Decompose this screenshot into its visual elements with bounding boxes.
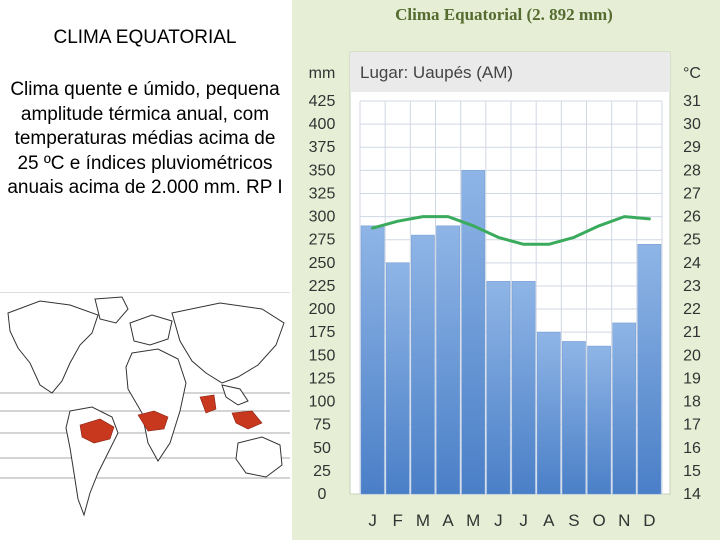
- y-tick-label: 275: [309, 232, 336, 249]
- map-southeast-asia: [221, 384, 249, 406]
- precipitation-bar: [411, 234, 435, 495]
- y2-tick-label: 19: [683, 370, 701, 387]
- x-tick-label: S: [568, 511, 579, 530]
- y2-tick-label: 29: [683, 139, 701, 156]
- temperature-line: [371, 215, 651, 246]
- map-asia: [171, 302, 285, 384]
- precipitation-bar: [536, 331, 561, 495]
- climate-chart: Clima Equatorial (2. 892 mm) Lugar: Uaup…: [309, 5, 701, 530]
- precipitation-bar: [612, 322, 637, 495]
- y2-tick-label: 16: [683, 440, 701, 457]
- y2-tick-label: 14: [683, 486, 701, 503]
- y-tick-label: 125: [309, 370, 336, 387]
- y2-tick-label: 15: [683, 463, 701, 480]
- map-australia: [235, 436, 283, 478]
- y2-tick-label: 22: [683, 301, 701, 318]
- precipitation-bar: [436, 225, 460, 495]
- y2-tick-label: 17: [683, 417, 701, 434]
- y2-tick-label: 23: [683, 278, 701, 295]
- y2-tick-label: 21: [683, 324, 701, 341]
- climate-chart-panel: Clima Equatorial (2. 892 mm) Lugar: Uaup…: [292, 0, 720, 540]
- y-tick-label: 150: [309, 347, 336, 364]
- x-tick-label: D: [643, 511, 655, 530]
- subtitle-band: [350, 52, 670, 92]
- precipitation-bar: [511, 281, 536, 495]
- precipitation-bar: [562, 341, 586, 495]
- y2-tick-label: 24: [683, 255, 701, 272]
- slide-title: CLIMA EQUATORIAL: [53, 27, 237, 48]
- x-tick-label: N: [618, 511, 630, 530]
- y2-tick-label: 27: [683, 185, 701, 202]
- precipitation-bar: [360, 225, 385, 495]
- x-tick-label: F: [393, 511, 403, 530]
- y-tick-label: 25: [313, 463, 331, 480]
- x-tick-label: O: [592, 511, 605, 530]
- y-tick-label: 375: [309, 139, 336, 156]
- y-tick-label: 400: [309, 116, 336, 133]
- map-greenland: [94, 296, 129, 324]
- left-panel: CLIMA EQUATORIAL Clima quente e úmido, p…: [0, 0, 290, 541]
- precipitation-bar: [486, 281, 511, 495]
- map-equatorial-zone-indonesia: [199, 394, 217, 414]
- map-europe: [129, 314, 173, 346]
- x-tick-label: A: [442, 511, 454, 530]
- y2-axis-unit-label: °C: [683, 65, 701, 82]
- precipitation-bar: [461, 170, 486, 495]
- y2-tick-label: 28: [683, 162, 701, 179]
- world-map: [0, 292, 290, 541]
- y2-tick-label: 25: [683, 232, 701, 249]
- y-axis-unit-label: mm: [309, 65, 336, 82]
- y-tick-label: 425: [309, 93, 336, 110]
- y-tick-label: 325: [309, 185, 336, 202]
- x-tick-label: J: [368, 511, 377, 530]
- map-africa: [125, 348, 187, 462]
- y-tick-label: 75: [313, 417, 331, 434]
- y-tick-label: 200: [309, 301, 336, 318]
- y-tick-label: 175: [309, 324, 336, 341]
- y2-tick-label: 20: [683, 347, 701, 364]
- x-tick-label: M: [466, 511, 480, 530]
- x-tick-label: M: [416, 511, 430, 530]
- precipitation-bar: [385, 262, 410, 495]
- map-north-america: [7, 300, 99, 394]
- y-tick-label: 350: [309, 162, 336, 179]
- y-tick-label: 50: [313, 440, 331, 457]
- y-tick-label: 225: [309, 278, 336, 295]
- y-tick-label: 300: [309, 209, 336, 226]
- chart-subtitle: Lugar: Uaupés (AM): [360, 63, 513, 82]
- x-tick-label: J: [494, 511, 503, 530]
- x-tick-label: J: [519, 511, 528, 530]
- x-tick-label: A: [543, 511, 555, 530]
- map-equatorial-zone-new-guinea: [231, 410, 263, 430]
- y2-tick-label: 26: [683, 209, 701, 226]
- slide-body-text: Clima quente e úmido, pequena amplitude …: [7, 79, 283, 198]
- precipitation-bar: [587, 345, 611, 495]
- y2-tick-label: 30: [683, 116, 701, 133]
- precipitation-bar: [637, 244, 662, 495]
- world-map-svg: [0, 296, 290, 517]
- y-tick-label: 100: [309, 394, 336, 411]
- y2-tick-label: 31: [683, 93, 701, 110]
- map-equatorial-zone-congo: [137, 410, 169, 432]
- map-equatorial-zone-amazon: [79, 418, 115, 444]
- y-tick-label: 0: [318, 486, 327, 503]
- y2-tick-label: 18: [683, 394, 701, 411]
- y-tick-label: 250: [309, 255, 336, 272]
- chart-title: Clima Equatorial (2. 892 mm): [395, 5, 613, 24]
